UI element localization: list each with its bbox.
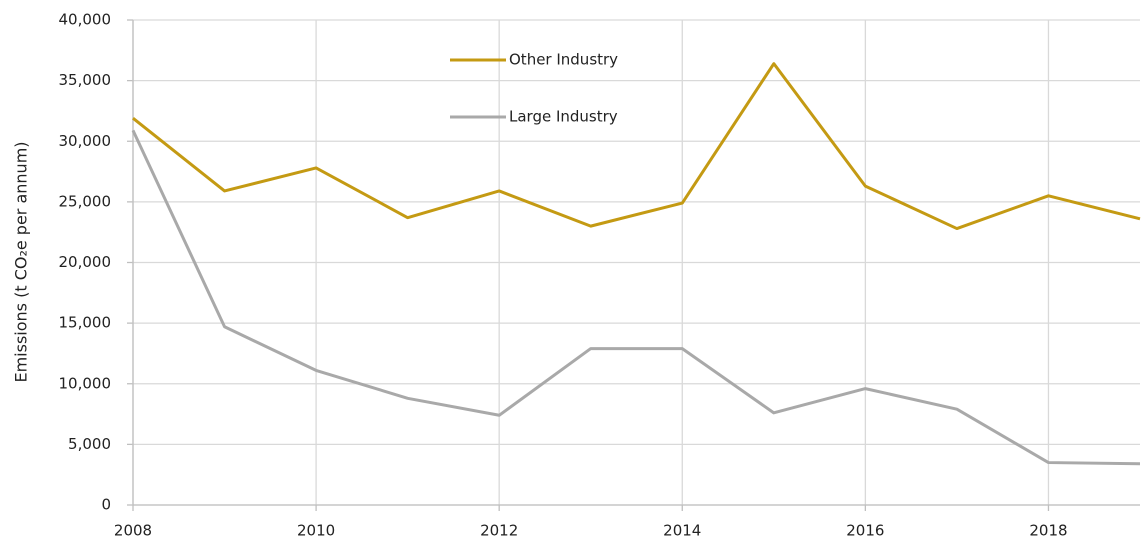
legend-label: Other Industry [509,51,618,69]
legend-label: Large Industry [509,108,618,126]
x-tick-label: 2010 [297,522,335,540]
y-tick-label: 20,000 [59,253,112,271]
y-tick-label: 35,000 [59,71,112,89]
x-tick-label: 2018 [1029,522,1067,540]
series-line [132,62,1141,231]
y-tick-label: 25,000 [59,192,112,210]
y-tick-label: 30,000 [59,132,112,150]
x-tick-label: 2008 [114,522,152,540]
y-tick-label: 5,000 [68,435,111,453]
y-tick-label: 40,000 [59,11,112,29]
series-line [131,129,1141,466]
y-tick-label: 15,000 [59,314,112,332]
x-tick-label: 2016 [846,522,884,540]
x-tick-label: 2014 [663,522,701,540]
y-tick-label: 10,000 [59,374,112,392]
y-axis-label: Emissions (t CO₂e per annum) [12,141,31,382]
y-tick-label: 0 [101,496,111,514]
x-tick-label: 2012 [480,522,518,540]
